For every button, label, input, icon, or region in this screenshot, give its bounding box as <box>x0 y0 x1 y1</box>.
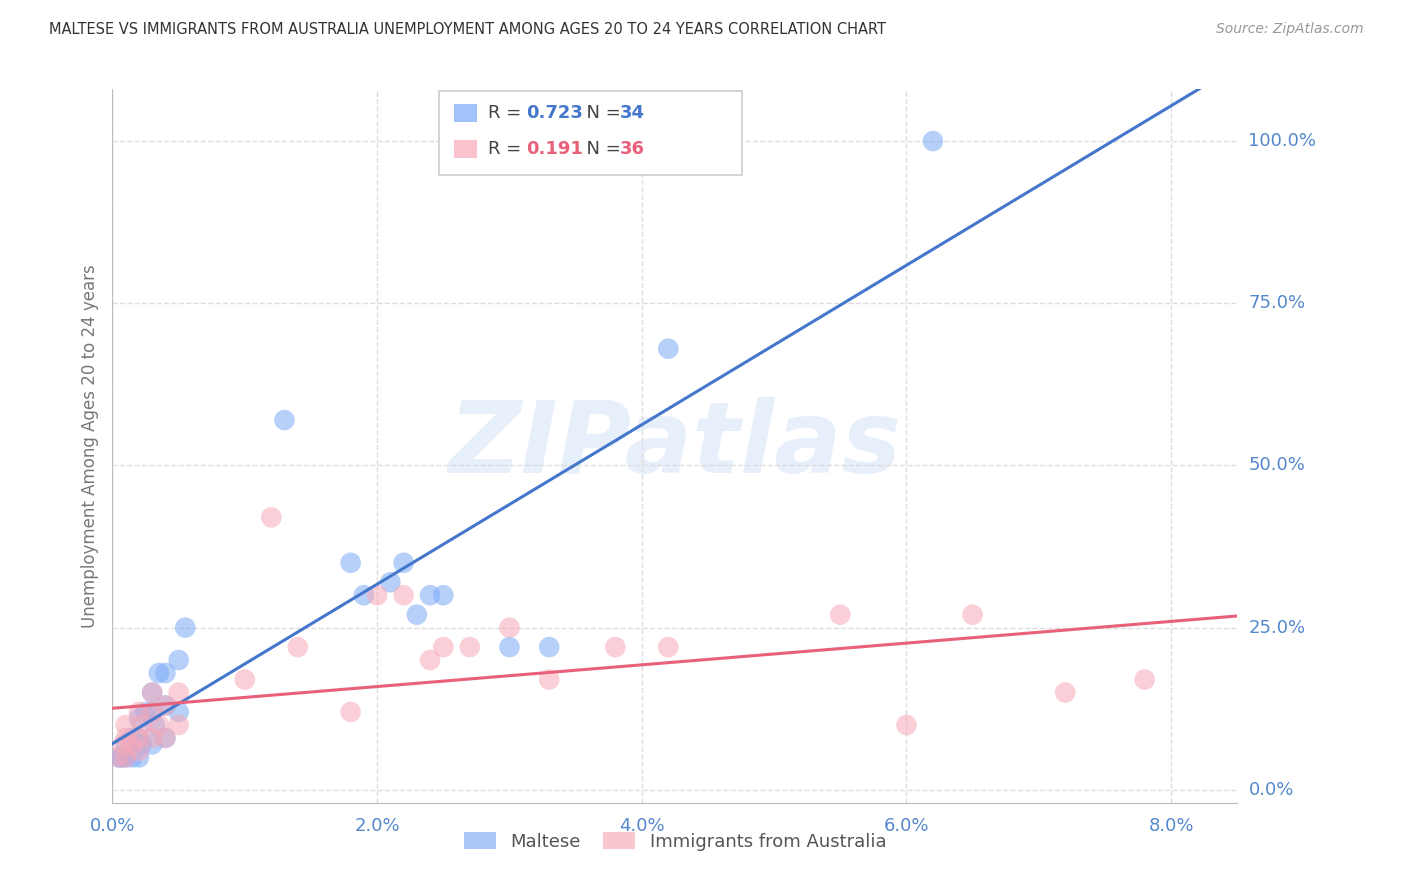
Point <box>922 134 945 148</box>
Point <box>498 621 520 635</box>
Point <box>112 738 135 752</box>
Point <box>167 653 190 667</box>
Point <box>148 718 170 732</box>
Legend: Maltese, Immigrants from Australia: Maltese, Immigrants from Australia <box>457 825 893 858</box>
Text: N =: N = <box>575 140 627 158</box>
Point <box>538 673 561 687</box>
Point <box>141 685 163 699</box>
Point <box>392 588 415 602</box>
Text: Source: ZipAtlas.com: Source: ZipAtlas.com <box>1216 22 1364 37</box>
Point <box>155 698 177 713</box>
Point <box>141 738 163 752</box>
Point <box>143 718 166 732</box>
Point <box>896 718 918 732</box>
Text: 100.0%: 100.0% <box>1249 132 1316 150</box>
Point <box>114 731 136 745</box>
Point <box>233 673 256 687</box>
Point <box>405 607 427 622</box>
Text: 0.723: 0.723 <box>526 104 582 122</box>
Point <box>605 640 627 654</box>
Point <box>538 640 561 654</box>
Point <box>174 621 197 635</box>
Point <box>167 685 190 699</box>
Point <box>131 718 153 732</box>
Point <box>657 342 679 356</box>
Point <box>498 640 520 654</box>
Point <box>339 705 361 719</box>
Point <box>128 731 150 745</box>
Point <box>114 738 136 752</box>
Point <box>141 705 163 719</box>
Text: 25.0%: 25.0% <box>1249 619 1306 637</box>
Point <box>1133 673 1156 687</box>
Point <box>167 705 190 719</box>
Point <box>962 607 984 622</box>
Point <box>1054 685 1077 699</box>
Text: 36: 36 <box>620 140 645 158</box>
Point <box>114 750 136 764</box>
Point <box>155 731 177 745</box>
Point <box>458 640 481 654</box>
Point <box>148 666 170 681</box>
Point <box>339 556 361 570</box>
Point <box>114 718 136 732</box>
Point <box>141 685 163 699</box>
Point <box>273 413 295 427</box>
Point <box>121 738 143 752</box>
Point <box>128 750 150 764</box>
Point <box>108 750 131 764</box>
Point <box>353 588 375 602</box>
Point <box>128 744 150 758</box>
Point <box>432 588 454 602</box>
Text: R =: R = <box>488 140 533 158</box>
Point <box>155 731 177 745</box>
Point <box>155 666 177 681</box>
Point <box>155 698 177 713</box>
Point <box>287 640 309 654</box>
Point <box>657 640 679 654</box>
Text: 0.0%: 0.0% <box>1249 780 1294 799</box>
Point <box>366 588 388 602</box>
Point <box>128 705 150 719</box>
Point <box>111 750 134 764</box>
Text: 0.191: 0.191 <box>526 140 582 158</box>
Text: 0.0%: 0.0% <box>90 817 135 835</box>
Point <box>380 575 402 590</box>
Point <box>108 750 131 764</box>
Point <box>114 750 136 764</box>
Text: MALTESE VS IMMIGRANTS FROM AUSTRALIA UNEMPLOYMENT AMONG AGES 20 TO 24 YEARS CORR: MALTESE VS IMMIGRANTS FROM AUSTRALIA UNE… <box>49 22 886 37</box>
Point <box>260 510 283 524</box>
Point <box>419 653 441 667</box>
Point <box>419 588 441 602</box>
Text: 34: 34 <box>620 104 645 122</box>
Point <box>135 705 157 719</box>
Point <box>128 731 150 745</box>
Point <box>141 705 163 719</box>
Point <box>830 607 852 622</box>
Text: 4.0%: 4.0% <box>619 817 665 835</box>
Point <box>121 750 143 764</box>
Text: 75.0%: 75.0% <box>1249 294 1306 312</box>
Y-axis label: Unemployment Among Ages 20 to 24 years: Unemployment Among Ages 20 to 24 years <box>80 264 98 628</box>
Text: ZIPatlas: ZIPatlas <box>449 398 901 494</box>
Text: N =: N = <box>575 104 627 122</box>
Text: 8.0%: 8.0% <box>1149 817 1194 835</box>
Text: 50.0%: 50.0% <box>1249 457 1305 475</box>
Point <box>167 718 190 732</box>
Text: R =: R = <box>488 104 527 122</box>
Point <box>392 556 415 570</box>
Point <box>121 731 143 745</box>
Text: 6.0%: 6.0% <box>884 817 929 835</box>
Point <box>128 711 150 725</box>
Point <box>432 640 454 654</box>
Point <box>131 738 153 752</box>
Point <box>141 731 163 745</box>
Text: 2.0%: 2.0% <box>354 817 399 835</box>
